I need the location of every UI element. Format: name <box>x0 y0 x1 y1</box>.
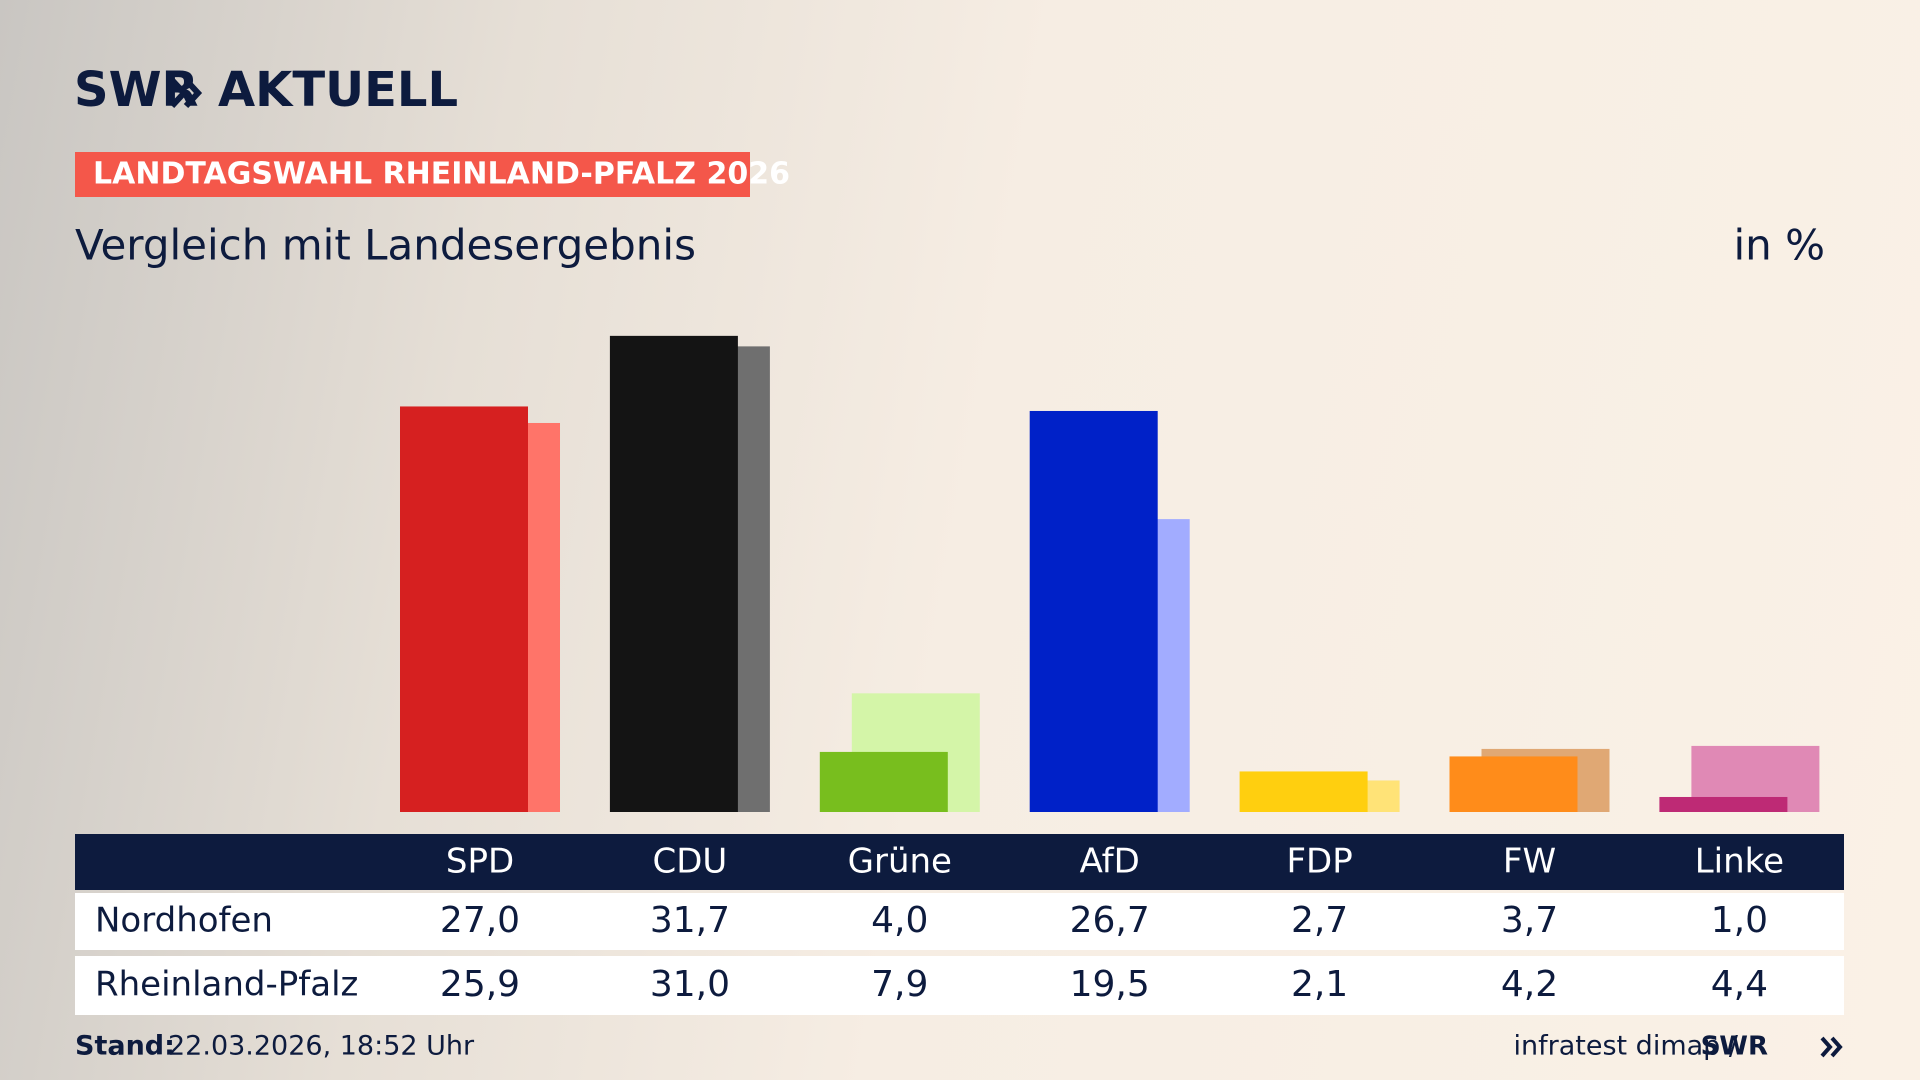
logo-section: AKTUELL <box>218 62 458 118</box>
kicker: LANDTAGSWAHL RHEINLAND-PFALZ 2026 <box>93 157 790 192</box>
bar <box>609 335 738 812</box>
value-label: 27,0 <box>440 900 520 941</box>
category-label: FW <box>1503 842 1556 882</box>
bar <box>1239 771 1368 812</box>
table-row <box>75 893 1844 950</box>
value-label: 25,9 <box>440 964 520 1005</box>
value-label: 2,1 <box>1291 964 1348 1005</box>
row-label: Rheinland-Pfalz <box>95 965 358 1005</box>
category-label: AfD <box>1080 842 1140 882</box>
category-label: CDU <box>652 842 727 882</box>
bar <box>819 751 948 812</box>
category-label: FDP <box>1286 842 1352 882</box>
source-date: 22.03.2026, 18:52 Uhr <box>168 1031 475 1062</box>
logo-chevrons <box>169 77 203 109</box>
chart-title: Vergleich mit Landesergebnis <box>75 221 696 270</box>
value-label: 2,7 <box>1291 900 1348 941</box>
category-label: Linke <box>1695 842 1784 882</box>
credit-brand: SWR <box>1701 1032 1768 1062</box>
row-label: Nordhofen <box>95 901 273 941</box>
credit-chevrons <box>1820 1036 1843 1058</box>
table-header <box>75 834 1844 890</box>
value-label: 31,0 <box>650 964 730 1005</box>
value-label: 4,2 <box>1501 964 1558 1005</box>
value-label: 4,0 <box>871 900 928 941</box>
value-label: 31,7 <box>650 900 730 941</box>
value-label: 3,7 <box>1501 900 1558 941</box>
category-label: Grüne <box>848 842 952 882</box>
credit: infratest dimap / <box>1513 1031 1738 1062</box>
bar <box>1659 796 1788 812</box>
category-label: SPD <box>446 842 514 882</box>
bar <box>400 406 528 812</box>
value-label: 7,9 <box>871 964 928 1005</box>
unit: in % <box>1733 221 1825 270</box>
table-row <box>75 956 1844 1015</box>
source-label: Stand: <box>75 1031 175 1062</box>
value-label: 26,7 <box>1070 900 1150 941</box>
kicker-bg <box>75 152 750 197</box>
bar <box>1029 410 1158 812</box>
value-label: 4,4 <box>1711 964 1768 1005</box>
value-label: 19,5 <box>1070 964 1150 1005</box>
bar <box>1449 756 1578 812</box>
value-label: 1,0 <box>1711 900 1768 941</box>
